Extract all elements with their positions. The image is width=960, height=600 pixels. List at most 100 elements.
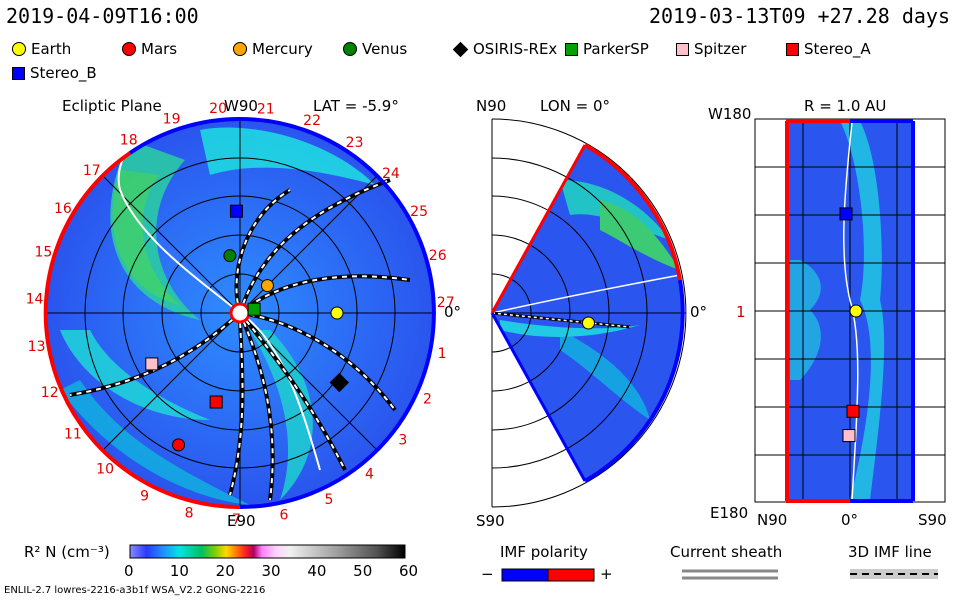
carrington-day-label: 26 — [429, 248, 447, 264]
carrington-day-label: 5 — [325, 492, 334, 508]
legend-label: Mercury — [252, 40, 313, 58]
colorbar-tick: 0 — [124, 562, 134, 580]
sun-icon — [229, 302, 251, 324]
legend-item-earth: Earth — [12, 40, 71, 58]
legend-label: Venus — [362, 40, 408, 58]
legend-label: Stereo_A — [804, 40, 871, 58]
carrington-day-label: 2 — [423, 391, 432, 407]
radial-n90-label: N90 — [757, 511, 788, 529]
legend-label: Stereo_B — [30, 64, 97, 82]
carrington-day-label: 12 — [41, 385, 59, 401]
stereo-b-icon — [12, 66, 25, 80]
carrington-day-label: 11 — [64, 427, 82, 443]
legend-item-mercury: Mercury — [233, 40, 313, 58]
reference-date: 2019-03-13T09 +27.28 days — [648, 4, 950, 28]
ecliptic-title: Ecliptic Plane — [62, 97, 162, 115]
ecliptic-marker-stereo-b — [229, 204, 243, 218]
current-sheath-label: Current sheath — [670, 543, 783, 561]
carrington-day-label: 13 — [28, 339, 46, 355]
mercury-icon — [233, 42, 247, 56]
n90-label: N90 — [476, 97, 507, 115]
carrington-day-label: 23 — [346, 135, 364, 151]
legend-item-venus: Venus — [343, 40, 407, 58]
carrington-day-label: 4 — [365, 466, 374, 482]
imf-polarity-negative — [501, 568, 549, 582]
legend-item-stereo-a: Stereo_A — [786, 40, 871, 58]
w90-label: W90 — [224, 97, 258, 115]
simulation-date: 2019-04-09T16:00 — [6, 4, 199, 28]
meridional-panel — [490, 118, 687, 508]
ecliptic-zero-label: 0° — [444, 303, 462, 321]
carrington-day-label: 21 — [257, 102, 275, 118]
carrington-day-label: 15 — [34, 244, 52, 260]
meridional-marker-earth — [581, 316, 595, 330]
colorbar-tick: 10 — [169, 562, 189, 580]
carrington-day-label: 6 — [279, 507, 288, 523]
legend-item-parkersp: ParkerSP — [565, 40, 649, 58]
lat-label: LAT = -5.9° — [313, 97, 399, 115]
e180-label: E180 — [710, 504, 749, 522]
ecliptic-marker-mars — [172, 438, 186, 452]
e90-label: E90 — [227, 512, 256, 530]
carrington-day-label: 27 — [437, 295, 455, 311]
radial-marker-spitzer — [842, 429, 856, 443]
s90-label: S90 — [476, 512, 505, 530]
carrington-day-label: 1 — [438, 346, 447, 362]
imf-line-label: 3D IMF line — [848, 543, 932, 561]
legend-item-stereo-b: Stereo_B — [12, 64, 97, 82]
radial-marker-stereo-b — [839, 207, 853, 221]
current-sheath-swatch — [682, 569, 778, 580]
earth-icon — [12, 42, 26, 56]
colorbar-tick: 60 — [399, 562, 419, 580]
footer-info: ENLIL-2.7 lowres-2216-a3b1f WSA_V2.2 GON… — [4, 585, 266, 596]
colorbar — [129, 544, 406, 559]
ecliptic-marker-mercury — [260, 279, 274, 293]
carrington-day-label: 14 — [26, 291, 44, 307]
colorbar-label: R² N (cm⁻³) — [24, 543, 110, 561]
r-label: R = 1.0 AU — [804, 97, 887, 115]
ecliptic-panel — [43, 116, 436, 510]
colorbar-tick: 40 — [307, 562, 327, 580]
carrington-day-label: 25 — [410, 204, 428, 220]
imf-minus-label: − — [481, 565, 494, 583]
carrington-day-label: 24 — [382, 166, 400, 182]
legend-label: Spitzer — [694, 40, 747, 58]
legend-item-mars: Mars — [122, 40, 177, 58]
legend-item-spitzer: Spitzer — [676, 40, 746, 58]
venus-icon — [343, 42, 357, 56]
meridional-zero-label: 0° — [690, 303, 708, 321]
radial-marker-earth — [849, 304, 863, 318]
carrington-day-label: 3 — [398, 432, 407, 448]
w180-label: W180 — [708, 105, 752, 123]
imf-plus-label: + — [600, 565, 613, 583]
colorbar-tick: 50 — [353, 562, 373, 580]
legend-label: Mars — [141, 40, 178, 58]
radial-marker-stereo-a — [846, 404, 860, 418]
carrington-day-label: 19 — [163, 112, 181, 128]
carrington-day-label: 16 — [54, 201, 72, 217]
colorbar-tick: 20 — [215, 562, 235, 580]
ecliptic-marker-parkersp — [247, 302, 261, 316]
mars-icon — [122, 42, 136, 56]
carrington-day-label: 20 — [209, 101, 227, 117]
ecliptic-marker-venus — [223, 249, 237, 263]
carrington-day-label: 18 — [120, 133, 138, 149]
legend-label: ParkerSP — [583, 40, 649, 58]
imf-polarity-positive — [547, 568, 595, 582]
spitzer-icon — [676, 42, 689, 56]
legend-label: OSIRIS-REx — [473, 40, 558, 58]
carrington-day-label: 10 — [96, 462, 114, 478]
lon-label: LON = 0° — [540, 97, 610, 115]
ecliptic-marker-earth — [330, 306, 344, 320]
carrington-day-label: 17 — [83, 163, 101, 179]
legend-item-osiris-rex: OSIRIS-REx — [452, 40, 558, 58]
carrington-day-label: 7 — [232, 512, 241, 528]
radial-s90-label: S90 — [918, 511, 947, 529]
imf-polarity-label: IMF polarity — [500, 543, 588, 561]
radial-zero-label: 0° — [841, 511, 859, 529]
carrington-day-label: 9 — [140, 489, 149, 505]
carrington-day-label: 8 — [185, 506, 194, 522]
colorbar-tick: 30 — [261, 562, 281, 580]
